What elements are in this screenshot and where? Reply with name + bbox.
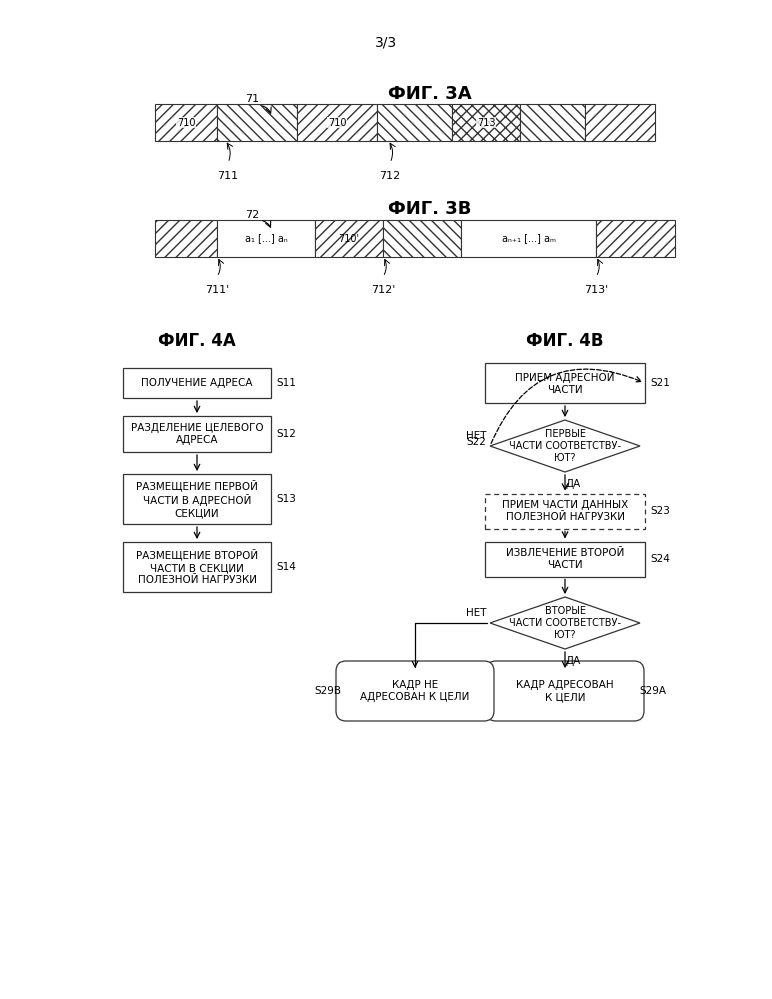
Text: a₁ [...] aₙ: a₁ [...] aₙ <box>245 234 287 244</box>
Text: 711: 711 <box>218 171 239 181</box>
Text: S22: S22 <box>466 437 486 447</box>
Bar <box>383 220 461 257</box>
Bar <box>217 104 297 141</box>
Text: КАДР НЕ
АДРЕСОВАН К ЦЕЛИ: КАДР НЕ АДРЕСОВАН К ЦЕЛИ <box>361 679 469 702</box>
Bar <box>596 220 675 257</box>
Text: ПРИЕМ ЧАСТИ ДАННЫХ
ПОЛЕЗНОЙ НАГРУЗКИ: ПРИЕМ ЧАСТИ ДАННЫХ ПОЛЕЗНОЙ НАГРУЗКИ <box>502 500 628 522</box>
FancyBboxPatch shape <box>336 661 494 721</box>
Bar <box>585 104 655 141</box>
Bar <box>485 541 645 576</box>
Text: 710: 710 <box>328 118 347 128</box>
Bar <box>123 474 271 524</box>
Bar <box>155 104 217 141</box>
Text: ПРИЕМ АДРЕСНОЙ
ЧАСТИ: ПРИЕМ АДРЕСНОЙ ЧАСТИ <box>515 371 615 396</box>
Bar <box>461 220 596 257</box>
Text: ФИГ. 3В: ФИГ. 3В <box>388 200 472 218</box>
Text: 710: 710 <box>177 118 195 128</box>
Text: 712: 712 <box>379 171 401 181</box>
Text: ДА: ДА <box>565 656 581 666</box>
FancyBboxPatch shape <box>486 661 644 721</box>
Polygon shape <box>490 597 640 649</box>
Bar <box>485 363 645 403</box>
Bar <box>123 368 271 398</box>
Text: ФИГ. 4В: ФИГ. 4В <box>527 332 604 350</box>
Text: РАЗДЕЛЕНИЕ ЦЕЛЕВОГО
АДРЕСА: РАЗДЕЛЕНИЕ ЦЕЛЕВОГО АДРЕСА <box>130 423 263 446</box>
Text: S13: S13 <box>276 494 296 504</box>
Text: 712': 712' <box>371 285 395 295</box>
Text: ПОЛУЧЕНИЕ АДРЕСА: ПОЛУЧЕНИЕ АДРЕСА <box>141 378 252 388</box>
Text: 71: 71 <box>245 94 259 104</box>
Text: S24: S24 <box>650 554 670 564</box>
Bar <box>520 104 585 141</box>
Polygon shape <box>490 420 640 472</box>
Text: ИЗВЛЕЧЕНИЕ ВТОРОЙ
ЧАСТИ: ИЗВЛЕЧЕНИЕ ВТОРОЙ ЧАСТИ <box>506 547 625 570</box>
Bar <box>123 416 271 452</box>
Text: S29В: S29В <box>314 686 341 696</box>
Text: 713': 713' <box>584 285 608 295</box>
Bar <box>485 494 645 528</box>
Bar <box>297 104 377 141</box>
Text: S21: S21 <box>650 378 670 388</box>
Bar <box>155 220 217 257</box>
Text: 710': 710' <box>338 234 360 244</box>
Bar <box>377 104 452 141</box>
Text: S23: S23 <box>650 506 670 516</box>
Text: S11: S11 <box>276 378 296 388</box>
Bar <box>452 104 520 141</box>
Text: КАДР АДРЕСОВАН
К ЦЕЛИ: КАДР АДРЕСОВАН К ЦЕЛИ <box>516 679 614 702</box>
Text: НЕТ: НЕТ <box>466 431 486 441</box>
Bar <box>217 220 315 257</box>
Text: ДА: ДА <box>565 479 581 490</box>
Text: ФИГ. 4А: ФИГ. 4А <box>158 332 236 350</box>
Text: 713: 713 <box>477 118 496 128</box>
Text: S12: S12 <box>276 429 296 439</box>
Text: 72: 72 <box>245 210 259 220</box>
Text: НЕТ: НЕТ <box>466 608 486 618</box>
Text: РАЗМЕЩЕНИЕ ПЕРВОЙ
ЧАСТИ В АДРЕСНОЙ
СЕКЦИИ: РАЗМЕЩЕНИЕ ПЕРВОЙ ЧАСТИ В АДРЕСНОЙ СЕКЦИ… <box>136 480 258 518</box>
Text: 711': 711' <box>205 285 229 295</box>
Text: РАЗМЕЩЕНИЕ ВТОРОЙ
ЧАСТИ В СЕКЦИИ
ПОЛЕЗНОЙ НАГРУЗКИ: РАЗМЕЩЕНИЕ ВТОРОЙ ЧАСТИ В СЕКЦИИ ПОЛЕЗНО… <box>136 548 258 585</box>
Text: ФИГ. 3А: ФИГ. 3А <box>388 85 472 103</box>
Text: S14: S14 <box>276 562 296 572</box>
Bar <box>315 220 383 257</box>
Text: S29A: S29A <box>639 686 666 696</box>
Text: aₙ₊₁ [...] aₘ: aₙ₊₁ [...] aₘ <box>502 234 556 244</box>
Text: ВТОРЫЕ
ЧАСТИ СООТВЕТСТВУ-
ЮТ?: ВТОРЫЕ ЧАСТИ СООТВЕТСТВУ- ЮТ? <box>509 605 621 640</box>
Text: ПЕРВЫЕ
ЧАСТИ СООТВЕТСТВУ-
ЮТ?: ПЕРВЫЕ ЧАСТИ СООТВЕТСТВУ- ЮТ? <box>509 429 621 464</box>
Bar <box>123 542 271 592</box>
Text: 3/3: 3/3 <box>375 36 397 50</box>
